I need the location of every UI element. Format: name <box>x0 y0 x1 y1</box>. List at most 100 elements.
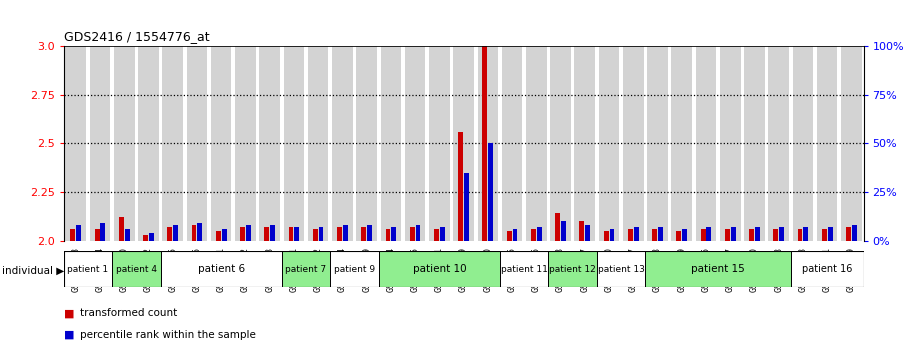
Bar <box>550 46 571 241</box>
Bar <box>379 251 500 287</box>
Bar <box>774 229 778 241</box>
Text: percentile rank within the sample: percentile rank within the sample <box>80 330 255 339</box>
Bar <box>841 46 862 241</box>
Bar <box>672 46 692 241</box>
Bar <box>405 46 425 241</box>
Bar <box>483 46 487 241</box>
Bar <box>288 227 294 241</box>
Bar <box>440 227 445 241</box>
Bar <box>597 251 645 287</box>
Text: ■: ■ <box>64 330 75 339</box>
Bar <box>197 223 203 241</box>
Bar <box>64 251 112 287</box>
Bar <box>695 46 716 241</box>
Text: patient 13: patient 13 <box>598 264 644 274</box>
Bar <box>125 229 130 241</box>
Bar <box>623 46 644 241</box>
Bar <box>186 46 207 241</box>
Text: patient 9: patient 9 <box>334 264 375 274</box>
Bar <box>119 217 124 241</box>
Bar <box>332 46 353 241</box>
Bar <box>174 225 178 241</box>
Bar <box>392 227 396 241</box>
Text: patient 11: patient 11 <box>501 264 547 274</box>
Text: patient 1: patient 1 <box>67 264 108 274</box>
Bar <box>658 227 663 241</box>
Bar <box>356 46 377 241</box>
Text: patient 12: patient 12 <box>549 264 596 274</box>
Bar <box>246 225 251 241</box>
Bar <box>259 46 280 241</box>
Bar <box>410 227 415 241</box>
Bar <box>112 251 161 287</box>
Bar <box>90 46 110 241</box>
Bar <box>701 229 705 241</box>
Bar <box>282 251 330 287</box>
Bar <box>211 46 232 241</box>
Bar <box>415 225 421 241</box>
Bar <box>114 46 135 241</box>
Bar <box>744 46 764 241</box>
Bar <box>683 229 687 241</box>
Text: individual ▶: individual ▶ <box>2 266 64 276</box>
Bar <box>797 229 803 241</box>
Bar <box>793 46 814 241</box>
Bar <box>676 231 681 241</box>
Bar <box>265 227 269 241</box>
Text: ■: ■ <box>64 308 75 318</box>
Bar <box>555 213 560 241</box>
Text: patient 4: patient 4 <box>115 264 157 274</box>
Bar <box>779 227 784 241</box>
Bar <box>574 46 595 241</box>
Bar <box>652 229 657 241</box>
Bar <box>846 227 851 241</box>
Bar <box>731 227 735 241</box>
Bar <box>628 229 633 241</box>
Bar <box>167 227 172 241</box>
Bar <box>506 231 512 241</box>
Bar <box>76 225 81 241</box>
Text: patient 10: patient 10 <box>413 264 466 274</box>
Text: GDS2416 / 1554776_at: GDS2416 / 1554776_at <box>64 30 209 44</box>
Bar <box>222 229 226 241</box>
Bar <box>149 233 154 241</box>
Bar <box>95 229 99 241</box>
Bar <box>791 251 864 287</box>
Bar <box>337 227 342 241</box>
Text: patient 7: patient 7 <box>285 264 326 274</box>
Bar <box>768 46 789 241</box>
Bar <box>313 229 317 241</box>
Bar <box>295 227 299 241</box>
Bar <box>579 221 584 241</box>
Bar <box>852 225 857 241</box>
Bar <box>500 251 548 287</box>
Text: patient 15: patient 15 <box>691 264 745 274</box>
Bar <box>161 251 282 287</box>
Bar <box>434 229 439 241</box>
Bar <box>634 227 639 241</box>
Bar <box>585 225 590 241</box>
Bar <box>70 229 75 241</box>
Text: patient 16: patient 16 <box>802 264 853 274</box>
Bar <box>561 221 566 241</box>
Bar <box>308 46 328 241</box>
Bar <box>270 225 275 241</box>
Bar <box>65 46 86 241</box>
Bar <box>330 251 379 287</box>
Text: transformed count: transformed count <box>80 308 177 318</box>
Bar <box>192 225 196 241</box>
Bar <box>319 227 324 241</box>
Bar <box>502 46 523 241</box>
Bar <box>724 229 730 241</box>
Bar <box>531 229 535 241</box>
Bar <box>822 229 826 241</box>
Bar <box>215 231 221 241</box>
Bar <box>101 223 105 241</box>
Bar <box>513 229 517 241</box>
Bar <box>647 46 668 241</box>
Bar <box>804 227 808 241</box>
Bar <box>604 231 608 241</box>
Bar <box>464 172 469 241</box>
Bar <box>477 46 498 241</box>
Bar <box>749 229 754 241</box>
